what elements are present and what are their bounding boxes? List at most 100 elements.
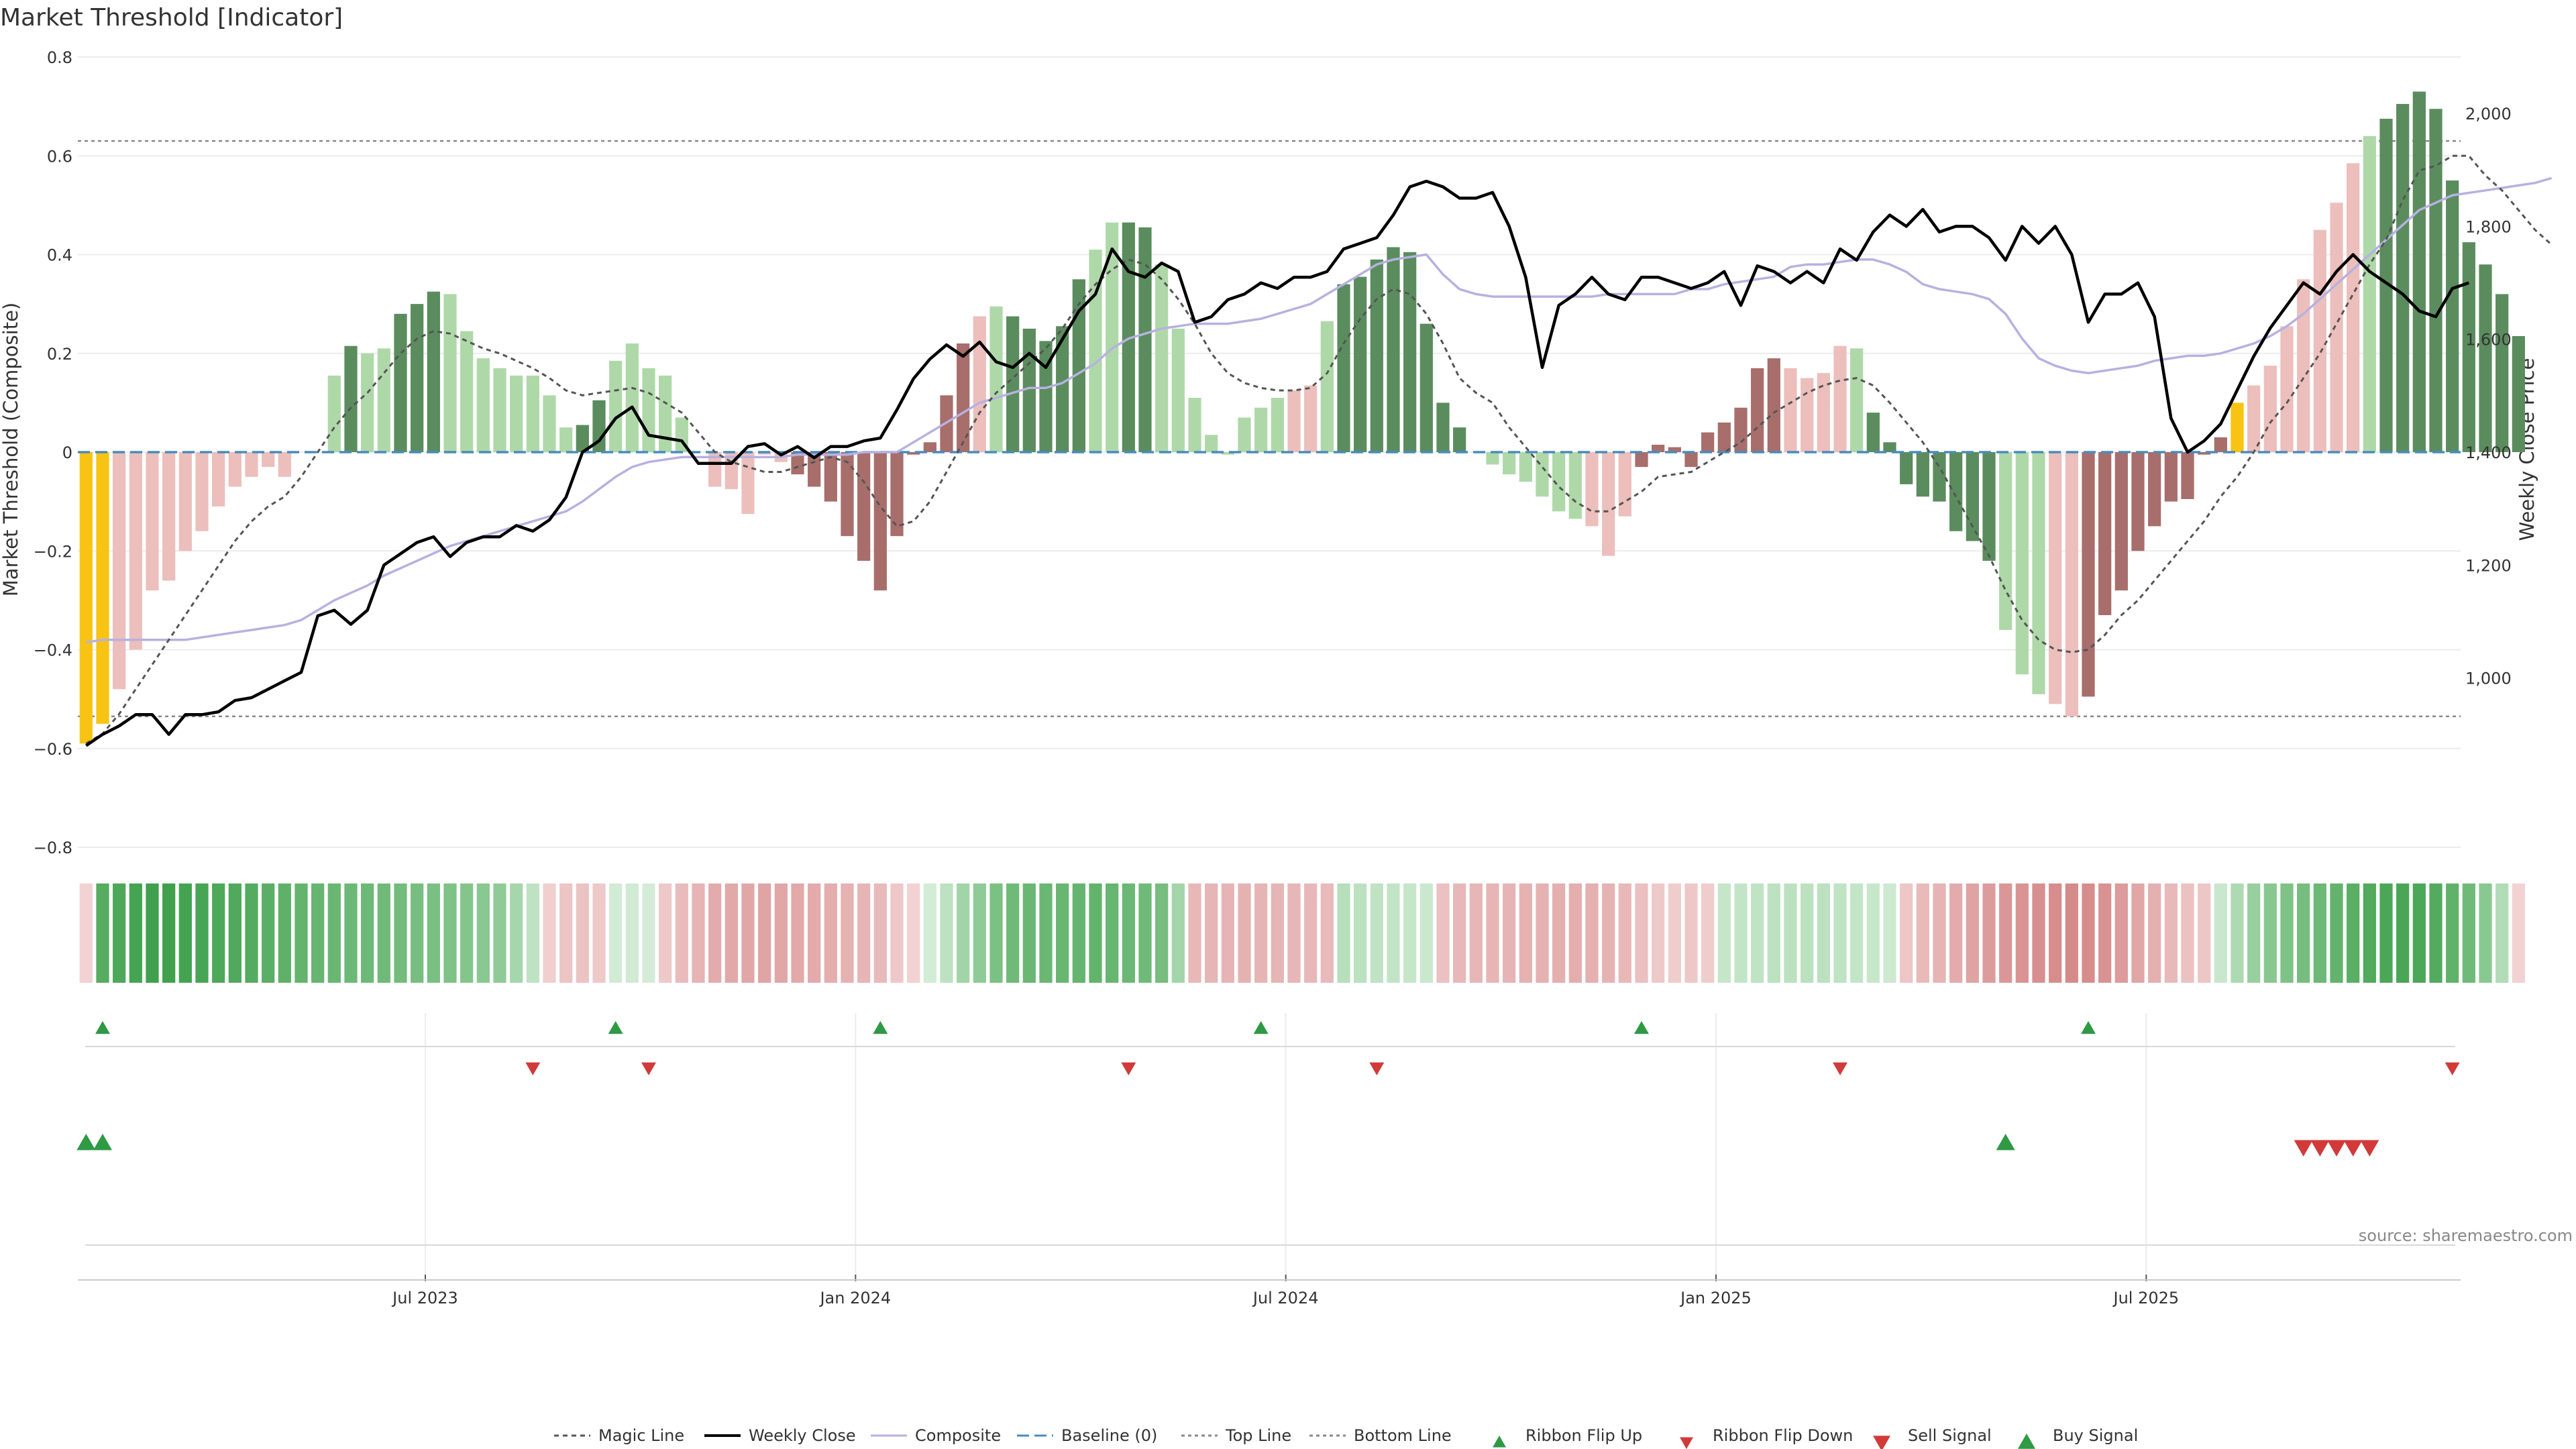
composite-bar bbox=[2429, 109, 2443, 452]
y-tick-label: −0.2 bbox=[34, 542, 72, 561]
ribbon-cell bbox=[841, 883, 854, 983]
composite-bar bbox=[1767, 358, 1780, 452]
composite-bar bbox=[2082, 452, 2095, 697]
composite-bar bbox=[2148, 452, 2161, 527]
composite-bar bbox=[162, 452, 176, 581]
composite-bar bbox=[543, 395, 556, 452]
legend-label: Sell Signal bbox=[1908, 1426, 1992, 1445]
magic-line bbox=[85, 154, 2553, 745]
composite-bar bbox=[1668, 447, 1681, 452]
weekly-close-line bbox=[85, 179, 2470, 747]
ribbon-cell bbox=[1684, 883, 1698, 983]
composite-bar bbox=[989, 306, 1003, 452]
ribbon-cell bbox=[510, 883, 523, 983]
ribbon-cell bbox=[1320, 883, 1334, 983]
chart-title: Market Threshold [Indicator] bbox=[0, 4, 343, 32]
legend-swatch-marker bbox=[1680, 1437, 1693, 1449]
composite-bar bbox=[1304, 385, 1318, 452]
composite-bar bbox=[1817, 373, 1830, 452]
ribbon-cell bbox=[526, 883, 539, 983]
ribbon-cell bbox=[824, 883, 837, 983]
ribbon-cell bbox=[1503, 883, 1516, 983]
composite-bar bbox=[1982, 452, 1996, 561]
ribbon-cell bbox=[79, 883, 93, 983]
ribbon-flip-down-marker bbox=[1833, 1062, 1847, 1075]
composite-bar bbox=[2247, 385, 2261, 452]
ribbon-cell bbox=[195, 883, 209, 983]
ribbon-cell bbox=[675, 883, 688, 983]
ribbon-cell bbox=[1668, 883, 1681, 983]
y-tick-label: 0.2 bbox=[47, 345, 72, 364]
ribbon-cell bbox=[2462, 883, 2475, 983]
y-axis-label: Market Threshold (Composite) bbox=[0, 303, 22, 596]
ribbon-cell bbox=[1999, 883, 2012, 983]
buy-signal-marker bbox=[93, 1134, 112, 1150]
composite-bar bbox=[857, 452, 871, 561]
ribbon-cell bbox=[2313, 883, 2326, 983]
composite-bar bbox=[1205, 435, 1218, 452]
composite-bar bbox=[2164, 452, 2178, 502]
composite-bar bbox=[2479, 264, 2492, 452]
ribbon-cell bbox=[1949, 883, 1963, 983]
ribbon-cell bbox=[659, 883, 672, 983]
composite-bar bbox=[1320, 321, 1334, 452]
ribbon-cell bbox=[1751, 883, 1764, 983]
legend-item: Weekly Close bbox=[704, 1426, 856, 1445]
composite-bar bbox=[2396, 103, 2410, 453]
ribbon-cell bbox=[2297, 883, 2310, 983]
composite-bar bbox=[758, 452, 771, 455]
composite-bar bbox=[957, 343, 970, 452]
ribbon-cell bbox=[808, 883, 821, 983]
composite-bar bbox=[1419, 323, 1433, 452]
ribbon-cell bbox=[1122, 883, 1135, 983]
composite-bar bbox=[1056, 326, 1069, 452]
ribbon-cell bbox=[1701, 883, 1715, 983]
composite-bar bbox=[559, 427, 573, 452]
composite-bar bbox=[741, 452, 755, 515]
ribbon-cell bbox=[724, 883, 738, 983]
ribbon-cell bbox=[311, 883, 325, 983]
composite-bar bbox=[2198, 452, 2211, 455]
legend-item: Top Line bbox=[1181, 1426, 1291, 1445]
composite-bar bbox=[1403, 252, 1417, 452]
composite-bar bbox=[1138, 227, 1152, 452]
ribbon-cell bbox=[1916, 883, 1929, 983]
ribbon-cell bbox=[890, 883, 904, 983]
ribbon-cell bbox=[989, 883, 1003, 983]
grid-layer bbox=[78, 56, 2461, 1275]
ribbon-cell bbox=[1982, 883, 1996, 983]
x-tick-label: Jul 2025 bbox=[2112, 1289, 2179, 1307]
ribbon-cell bbox=[873, 883, 887, 983]
ribbon-cell bbox=[1089, 883, 1102, 983]
legend-label: Composite bbox=[915, 1426, 1001, 1445]
composite-bar bbox=[2098, 452, 2112, 615]
composite-bar bbox=[1072, 279, 1085, 452]
legend-item: Magic Line bbox=[554, 1426, 684, 1445]
composite-bar bbox=[2049, 452, 2062, 704]
ribbon-cell bbox=[2231, 883, 2244, 983]
composite-bar bbox=[824, 452, 837, 502]
ribbon-cell bbox=[1568, 883, 1582, 983]
composite-bar bbox=[1337, 284, 1350, 452]
composite-bar bbox=[907, 452, 920, 455]
source-label: source: sharemaestro.com bbox=[2359, 1226, 2573, 1245]
composite-bar bbox=[1618, 452, 1631, 517]
composite-bar bbox=[873, 452, 887, 591]
composite-bar bbox=[576, 425, 589, 452]
composite-bar bbox=[377, 348, 390, 452]
y-tick-label: 0 bbox=[62, 443, 72, 462]
ribbon-cell bbox=[212, 883, 225, 983]
ribbon-cell bbox=[1221, 883, 1234, 983]
sell-signal-marker bbox=[2327, 1140, 2346, 1157]
y2-tick-label: 1,600 bbox=[2465, 331, 2512, 350]
ribbon-cell bbox=[2396, 883, 2410, 983]
x-tick-label: Jul 2024 bbox=[1252, 1289, 1319, 1307]
ribbon-cell bbox=[96, 883, 109, 983]
composite-bar bbox=[2512, 335, 2525, 452]
ribbon-cell bbox=[1618, 883, 1631, 983]
ribbon-cell bbox=[940, 883, 953, 983]
line-layer bbox=[78, 154, 2553, 747]
composite-bar bbox=[394, 313, 407, 452]
ribbon-cell bbox=[1635, 883, 1648, 983]
ribbon-cell bbox=[1801, 883, 1814, 983]
